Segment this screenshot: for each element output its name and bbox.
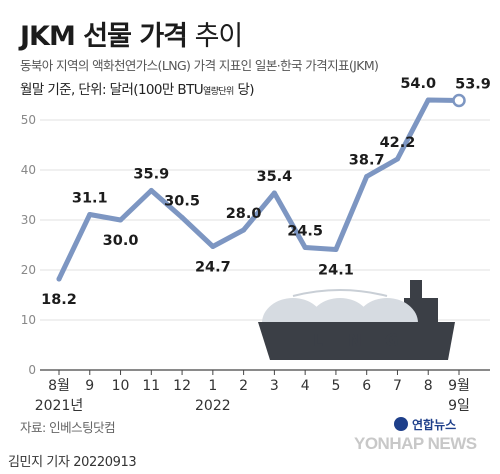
data-label-3: 35.9: [133, 167, 169, 183]
title-suffix: 추이: [194, 21, 244, 52]
x-tick-label-13: 9월: [448, 378, 470, 394]
brand-english: YONHAP NEWS: [354, 434, 477, 453]
data-label-11: 42.2: [380, 135, 416, 151]
data-label-0: 18.2: [41, 292, 77, 308]
ship-letter-n: N: [348, 331, 362, 351]
data-point-2: [118, 217, 124, 223]
data-label-7: 35.4: [256, 169, 292, 185]
x-tick-label-0: 8월: [48, 378, 70, 394]
x-tick-label-6: 2: [239, 378, 248, 394]
ship-tank-connector: [292, 289, 388, 297]
x-sublabel-13: 9일: [448, 398, 470, 414]
x-tick-label-12: 8: [424, 378, 433, 394]
unit-end: 당): [237, 82, 254, 98]
ship-bridge-top: [410, 280, 422, 300]
data-point-7: [271, 190, 277, 196]
series-line: [56, 93, 466, 282]
data-point-10: [364, 174, 370, 179]
data-point-0: [56, 276, 62, 282]
x-tick-label-11: 7: [393, 378, 402, 394]
data-point-1: [87, 212, 93, 217]
data-point-12: [425, 97, 431, 103]
data-label-1: 31.1: [72, 191, 108, 207]
ship-hull: [258, 322, 455, 360]
x-sublabel-5: 2022: [195, 398, 231, 414]
x-tick-label-7: 3: [270, 378, 279, 394]
chart-subtitle: 동북아 지역의 액화천연가스(LNG) 가격 지표인 일본·한국 가격지표(JK…: [20, 58, 379, 73]
y-tick-label-10: 10: [21, 313, 36, 327]
x-tick-label-8: 4: [301, 378, 310, 394]
author-credit: 김민지 기자 20220913: [8, 455, 137, 470]
y-tick-label-40: 40: [21, 163, 36, 177]
data-label-12: 54.0: [400, 76, 436, 92]
x-tick-label-1: 9: [85, 378, 94, 394]
data-label-2: 30.0: [103, 233, 139, 249]
data-point-11: [394, 156, 400, 162]
chart-title: JKM 선물 가격 추이: [20, 14, 244, 53]
x-tick-label-10: 6: [362, 378, 371, 394]
data-label-6: 28.0: [226, 206, 262, 222]
brand-korean: 연합뉴스: [412, 418, 457, 432]
unit-note: 월말 기준, 단위: 달러(100만 BTU열량단위 당): [20, 78, 255, 98]
x-tick-label-5: 1: [208, 378, 217, 394]
lng-ship-illustration: L N G: [258, 280, 455, 360]
data-labels: 18.2 31.1 30.0 35.9 30.5 24.7 28.0 35.4 24.5 24.1…: [41, 76, 491, 308]
data-label-4: 30.5: [164, 194, 200, 210]
data-label-5: 24.7: [195, 260, 231, 276]
y-tick-label-0: 0: [28, 363, 36, 377]
data-label-9: 24.1: [318, 263, 354, 279]
title-main: JKM 선물 가격: [20, 21, 188, 52]
data-point-3: [148, 188, 154, 193]
y-tick-label-30: 30: [21, 213, 36, 227]
y-tick-label-50: 50: [21, 113, 36, 127]
x-tick-label-2: 10: [112, 378, 130, 394]
ship-letter-l: L: [313, 331, 324, 351]
x-tick-label-3: 11: [142, 378, 160, 394]
ship-letter-g: G: [385, 331, 399, 351]
data-point-5: [210, 244, 216, 249]
unit-main: 월말 기준, 단위: 달러(100만 BTU: [20, 82, 204, 98]
series-line-path: [56, 97, 462, 282]
x-tick-label-4: 12: [173, 378, 191, 394]
x-tick-label-9: 5: [331, 378, 340, 394]
yonhap-logo-icon: [394, 417, 408, 431]
data-point-8: [302, 245, 308, 250]
data-point-4: [179, 215, 185, 220]
data-label-8: 24.5: [287, 224, 323, 240]
x-sublabel-0: 2021년: [35, 398, 84, 414]
unit-small: 열량단위: [203, 87, 234, 97]
data-point-9: [333, 247, 339, 252]
source-note: 자료: 인베스팅닷컴: [20, 420, 116, 435]
data-point-6: [241, 227, 247, 233]
data-label-13: 53.9: [455, 77, 491, 93]
y-tick-label-20: 20: [21, 263, 36, 277]
data-label-10: 38.7: [349, 153, 385, 169]
data-point-13: [452, 93, 466, 108]
